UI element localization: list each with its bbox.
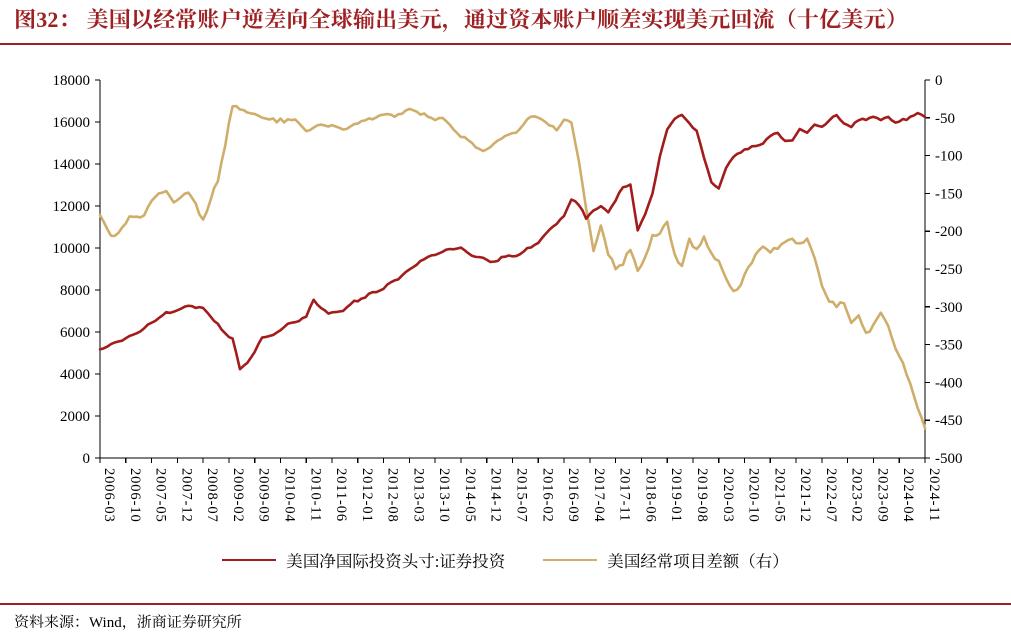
svg-text:-500: -500 <box>935 451 963 467</box>
svg-text:-300: -300 <box>935 300 963 316</box>
svg-text:2016-09: 2016-09 <box>565 468 581 523</box>
svg-text:2024-11: 2024-11 <box>926 468 942 522</box>
svg-text:2013-10: 2013-10 <box>436 468 452 523</box>
svg-text:2019-08: 2019-08 <box>694 468 710 523</box>
svg-text:2017-04: 2017-04 <box>591 468 607 523</box>
svg-text:10000: 10000 <box>53 241 91 257</box>
svg-text:0: 0 <box>83 451 91 467</box>
svg-text:2013-03: 2013-03 <box>410 468 426 523</box>
svg-text:2011-06: 2011-06 <box>333 468 349 522</box>
svg-text:12000: 12000 <box>53 199 91 215</box>
svg-text:16000: 16000 <box>53 115 91 131</box>
svg-text:-50: -50 <box>935 111 955 127</box>
svg-text:2014-05: 2014-05 <box>462 468 478 523</box>
svg-text:2006-03: 2006-03 <box>101 468 117 523</box>
svg-text:18000: 18000 <box>53 73 91 89</box>
svg-text:-450: -450 <box>935 413 963 429</box>
svg-text:2020-10: 2020-10 <box>746 468 762 523</box>
svg-text:2023-02: 2023-02 <box>849 468 865 523</box>
svg-text:2022-07: 2022-07 <box>823 468 839 523</box>
svg-text:2012-08: 2012-08 <box>385 468 401 523</box>
svg-text:2010-11: 2010-11 <box>307 468 323 522</box>
svg-text:2000: 2000 <box>60 409 90 425</box>
svg-text:2009-02: 2009-02 <box>230 468 246 523</box>
svg-text:2012-01: 2012-01 <box>359 468 375 523</box>
svg-text:2024-04: 2024-04 <box>900 468 916 523</box>
svg-text:2023-09: 2023-09 <box>874 468 890 523</box>
svg-text:0: 0 <box>935 73 943 89</box>
svg-text:-400: -400 <box>935 375 963 391</box>
svg-text:2016-02: 2016-02 <box>539 468 555 523</box>
svg-text:-250: -250 <box>935 262 963 278</box>
svg-text:-200: -200 <box>935 224 963 240</box>
svg-text:6000: 6000 <box>60 325 90 341</box>
svg-text:2014-12: 2014-12 <box>488 468 504 523</box>
svg-text:2010-04: 2010-04 <box>281 468 297 523</box>
svg-text:-350: -350 <box>935 338 963 354</box>
svg-text:2021-05: 2021-05 <box>771 468 787 523</box>
svg-text:-100: -100 <box>935 149 963 165</box>
svg-text:2007-05: 2007-05 <box>153 468 169 523</box>
svg-text:2017-11: 2017-11 <box>617 468 633 522</box>
svg-text:2006-10: 2006-10 <box>127 468 143 523</box>
svg-text:2015-07: 2015-07 <box>514 468 530 523</box>
svg-text:8000: 8000 <box>60 283 90 299</box>
svg-text:2021-12: 2021-12 <box>797 468 813 523</box>
svg-text:2019-01: 2019-01 <box>668 468 684 523</box>
svg-text:4000: 4000 <box>60 367 90 383</box>
svg-text:2018-06: 2018-06 <box>642 468 658 523</box>
svg-text:2008-07: 2008-07 <box>204 468 220 523</box>
svg-text:-150: -150 <box>935 186 963 202</box>
svg-text:2009-09: 2009-09 <box>256 468 272 523</box>
svg-text:2020-03: 2020-03 <box>720 468 736 523</box>
svg-text:2007-12: 2007-12 <box>178 468 194 523</box>
svg-text:14000: 14000 <box>53 157 91 173</box>
